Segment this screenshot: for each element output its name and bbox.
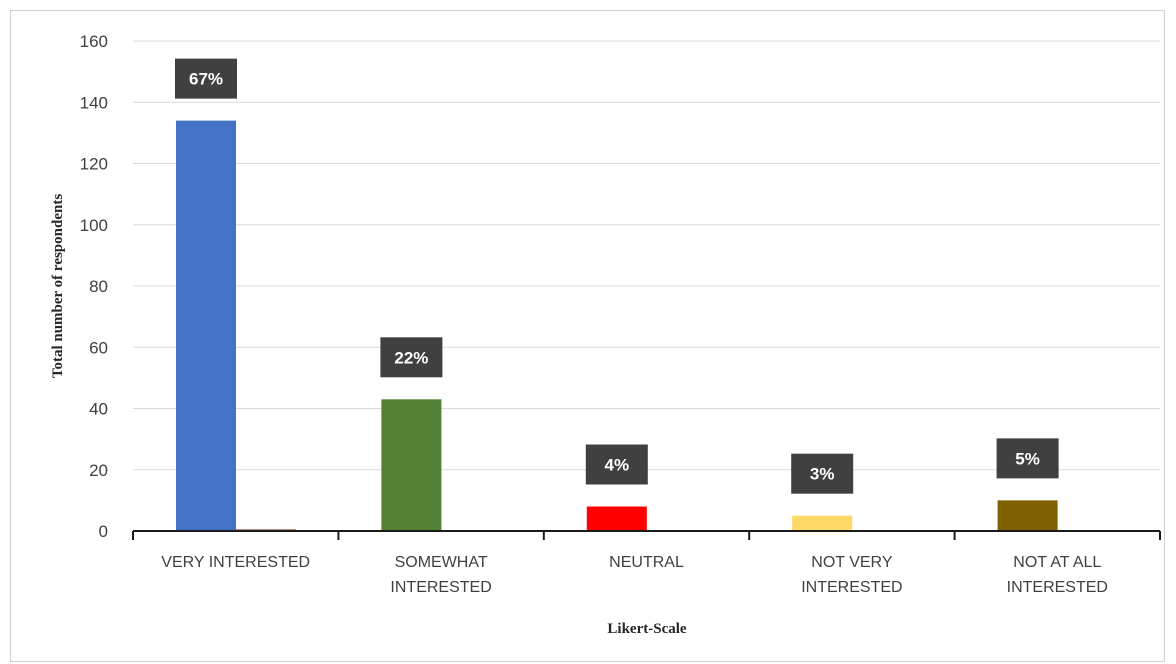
x-category-label: INTERESTED bbox=[801, 579, 902, 596]
data-label-box bbox=[175, 58, 237, 99]
y-tick-label: 100 bbox=[80, 216, 108, 235]
data-label: 3% bbox=[810, 465, 835, 484]
x-category-label: SOMEWHAT bbox=[395, 554, 488, 571]
data-label: 67% bbox=[189, 70, 223, 89]
x-category-label: VERY INTERESTED bbox=[161, 554, 310, 571]
bar bbox=[997, 500, 1058, 531]
gridlines bbox=[133, 40, 1160, 471]
data-label-box bbox=[585, 444, 648, 485]
y-tick-label: 60 bbox=[89, 338, 108, 357]
x-category-labels: VERY INTERESTED SOMEWHAT INTERESTED NEUTRAL… bbox=[161, 554, 1108, 596]
data-label-box bbox=[996, 438, 1059, 479]
x-axis-title: Likert-Scale bbox=[607, 621, 686, 637]
data-labels: 67% 22% 4% 3% 5% bbox=[175, 58, 1059, 494]
data-label: 4% bbox=[605, 456, 630, 475]
x-category-label: NOT VERY bbox=[811, 554, 893, 571]
data-label: 22% bbox=[394, 348, 428, 367]
y-tick-label: 140 bbox=[80, 93, 108, 112]
data-label: 5% bbox=[1015, 449, 1040, 468]
y-tick-label: 20 bbox=[89, 461, 108, 480]
y-tick-label: 160 bbox=[80, 32, 108, 51]
bar bbox=[381, 399, 442, 531]
axes bbox=[132, 530, 1161, 540]
y-tick-labels: 0 20 40 60 80 100 120 140 160 bbox=[80, 32, 108, 541]
x-category-label: NOT AT ALL bbox=[1013, 554, 1101, 571]
bar bbox=[792, 515, 853, 531]
bars bbox=[176, 120, 1058, 531]
x-category-label: NEUTRAL bbox=[609, 554, 684, 571]
x-category-label: INTERESTED bbox=[390, 579, 491, 596]
bar bbox=[176, 120, 236, 531]
bar bbox=[586, 506, 647, 531]
y-tick-label: 120 bbox=[80, 155, 108, 174]
y-tick-label: 80 bbox=[89, 277, 108, 296]
y-tick-label: 0 bbox=[99, 522, 108, 541]
y-axis-title: Total number of respondents bbox=[50, 194, 66, 379]
data-label-box bbox=[380, 337, 443, 378]
x-category-label: INTERESTED bbox=[1007, 579, 1108, 596]
data-label-box bbox=[791, 453, 854, 494]
y-tick-label: 40 bbox=[89, 400, 108, 419]
